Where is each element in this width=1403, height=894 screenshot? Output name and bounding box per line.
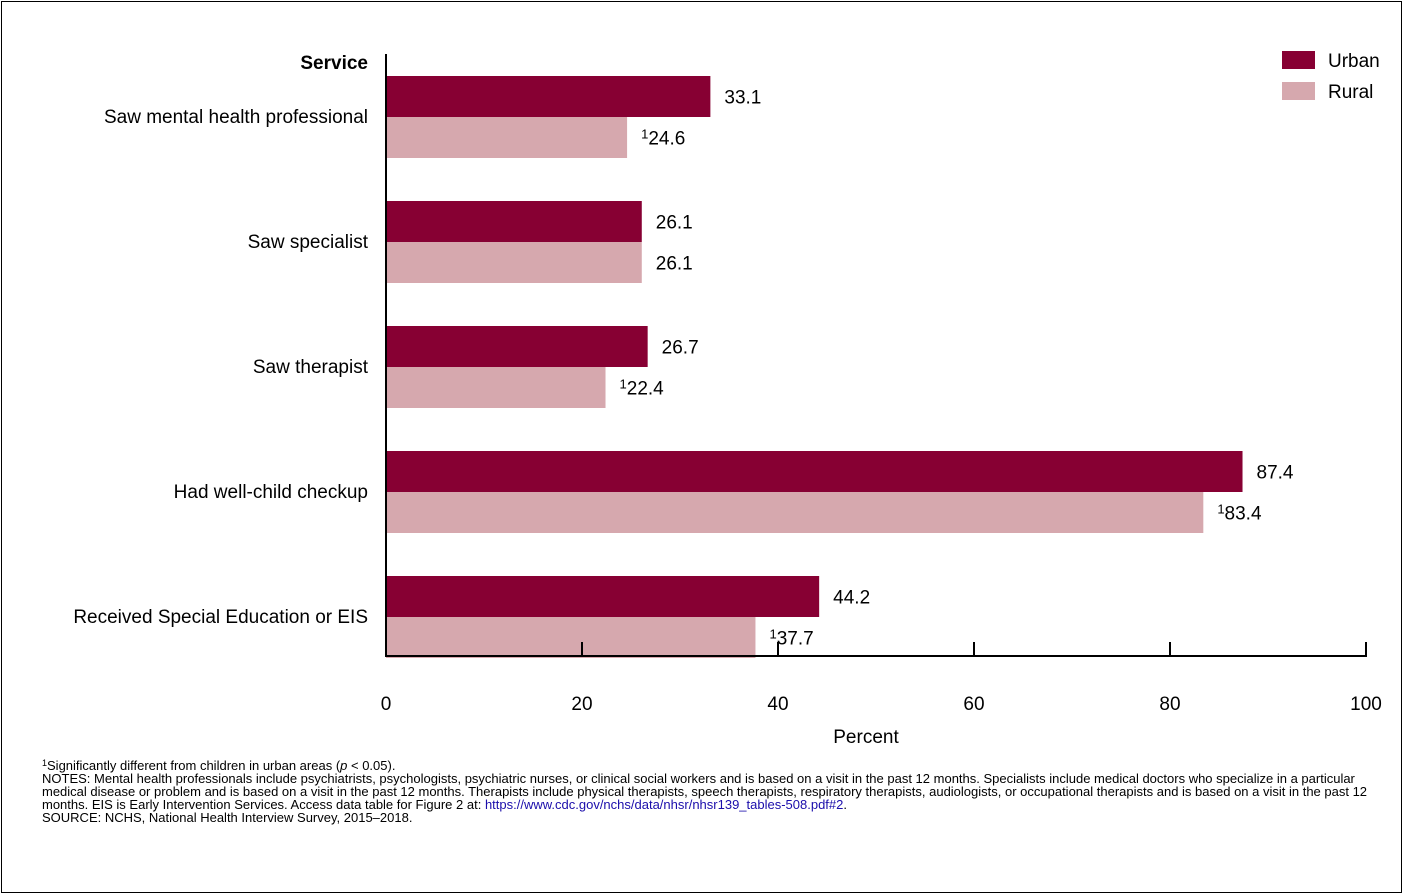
x-tick-label: 40: [767, 694, 788, 715]
legend-label-rural: Rural: [1328, 82, 1373, 103]
data-label: 183.4: [1217, 502, 1262, 525]
bar-urban: [386, 201, 642, 242]
x-axis-label: Percent: [833, 727, 899, 748]
bar-rural: [386, 617, 756, 658]
data-label: 87.4: [1257, 463, 1294, 484]
legend-swatch-urban: [1282, 51, 1315, 69]
category-axis-label: Service: [300, 53, 368, 74]
data-value: 24.6: [648, 129, 685, 150]
bar-rural: [386, 492, 1204, 533]
data-value: 22.4: [627, 379, 664, 400]
category-label: Had well-child checkup: [174, 482, 368, 503]
bar-rural: [386, 117, 628, 158]
significance-marker: 1: [641, 127, 648, 142]
data-value: 83.4: [1225, 504, 1262, 525]
x-tick-label: 20: [571, 694, 592, 715]
footnote-text-end: < 0.05).: [347, 758, 396, 773]
data-label: 26.1: [656, 213, 693, 234]
significance-marker: 1: [620, 377, 627, 392]
x-tick-label: 0: [381, 694, 392, 715]
data-label: 26.7: [662, 338, 699, 359]
significance-marker: 1: [769, 627, 776, 642]
bar-rural: [386, 242, 642, 283]
notes-end: .: [843, 797, 848, 812]
significance-footnote: 1Significantly different from children i…: [42, 758, 1372, 773]
notes-paragraph: NOTES: Mental health professionals inclu…: [42, 772, 1372, 811]
source-line: SOURCE: NCHS, National Health Interview …: [42, 810, 413, 825]
category-label: Saw mental health professional: [104, 107, 368, 128]
data-label: 137.7: [769, 627, 813, 650]
bar-rural: [386, 367, 606, 408]
legend-label-urban: Urban: [1328, 51, 1380, 72]
footnote-marker: 1: [42, 758, 48, 768]
category-label: Saw therapist: [253, 357, 369, 378]
bar-urban: [386, 326, 648, 367]
data-label: 122.4: [620, 377, 665, 400]
bar-chart: Service Saw mental health professional 33.…: [73, 51, 1382, 748]
bar-urban: [386, 76, 711, 117]
bar-urban: [386, 576, 820, 617]
data-value: 37.7: [777, 629, 814, 650]
footnotes: 1Significantly different from children i…: [42, 758, 1372, 825]
significance-marker: 1: [1217, 502, 1224, 517]
x-tick-label: 60: [963, 694, 984, 715]
data-label: 44.2: [833, 588, 870, 609]
category-label: Saw specialist: [248, 232, 369, 253]
data-label: 26.1: [656, 254, 693, 275]
bar-urban: [386, 451, 1243, 492]
data-table-link[interactable]: https://www.cdc.gov/nchs/data/nhsr/nhsr1…: [484, 797, 844, 812]
x-tick-label: 80: [1159, 694, 1180, 715]
footnote-text: Significantly different from children in…: [47, 758, 341, 773]
notes-text: NOTES: Mental health professionals inclu…: [42, 771, 1368, 812]
data-label: 33.1: [724, 88, 761, 109]
footnote-p: p: [340, 758, 348, 773]
x-tick-label: 100: [1350, 694, 1382, 715]
data-label: 124.6: [641, 127, 685, 150]
category-label: Received Special Education or EIS: [73, 607, 368, 628]
legend-swatch-rural: [1282, 82, 1315, 100]
